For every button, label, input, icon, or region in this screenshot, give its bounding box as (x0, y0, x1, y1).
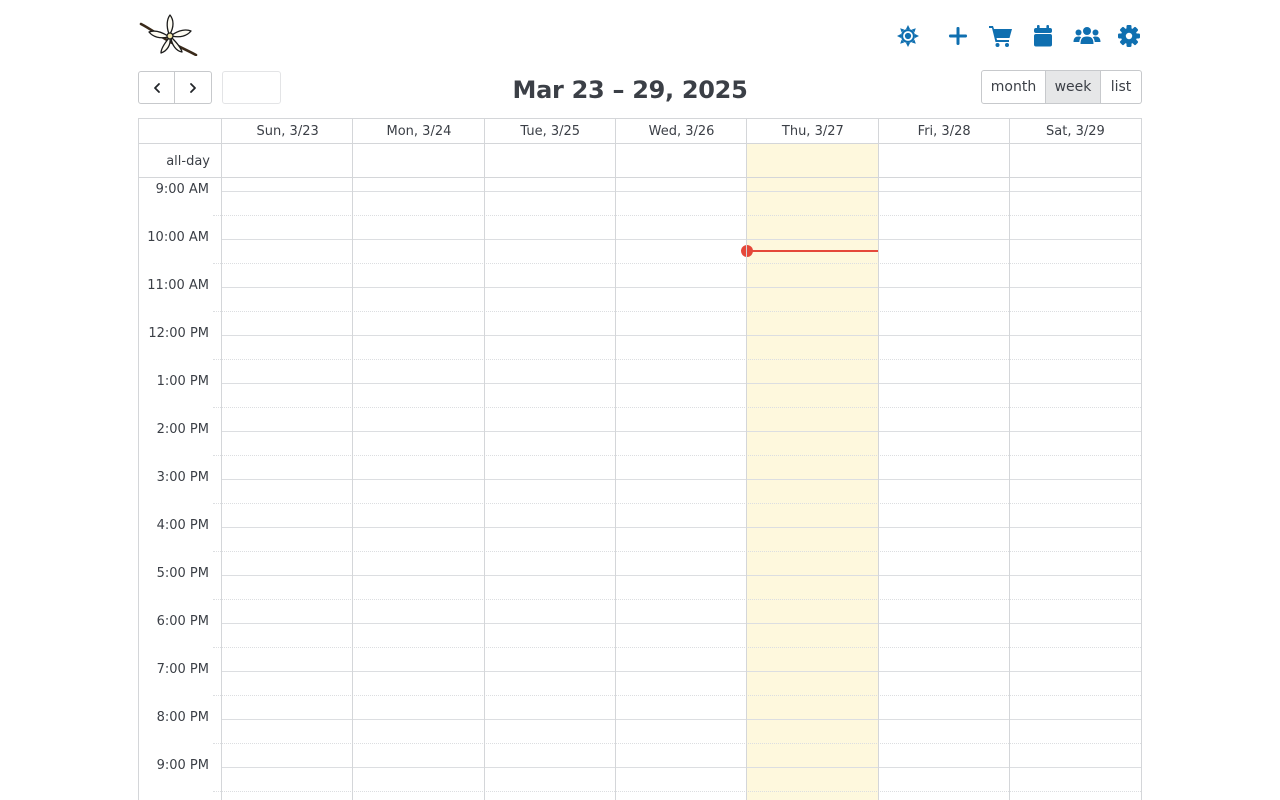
time-label: 1:00 PM (156, 374, 209, 389)
page-title: Mar 23 – 29, 2025 (512, 76, 748, 104)
week-calendar-grid: Sun, 3/23 Mon, 3/24 Tue, 3/25 Wed, 3/26 Thu,… (138, 118, 1142, 800)
time-label: 8:00 PM (156, 710, 209, 725)
half-hour-line (213, 263, 1141, 264)
time-label: 4:00 PM (156, 518, 209, 533)
hour-line (222, 431, 1141, 432)
hour-line (222, 191, 1141, 192)
column-divider (746, 119, 748, 800)
light-mode-button[interactable] (894, 22, 922, 50)
time-label: 5:00 PM (156, 566, 209, 581)
half-hour-line (213, 503, 1141, 504)
light-mode-icon (897, 25, 919, 47)
view-switcher: month week list (981, 70, 1142, 104)
hour-line (222, 239, 1141, 240)
cart-button[interactable] (987, 22, 1015, 50)
time-label: 10:00 AM (147, 230, 209, 245)
time-label: 9:00 AM (155, 182, 209, 197)
day-header: Wed, 3/26 (648, 124, 715, 139)
today-column[interactable] (747, 144, 879, 800)
add-button[interactable] (944, 22, 972, 50)
time-label: 2:00 PM (156, 422, 209, 437)
hour-line (222, 623, 1141, 624)
hour-line (222, 335, 1141, 336)
half-hour-line (213, 599, 1141, 600)
hour-line (222, 575, 1141, 576)
half-hour-line (213, 407, 1141, 408)
column-divider (614, 119, 616, 800)
hour-line (222, 287, 1141, 288)
day-header-row: Sun, 3/23 Mon, 3/24 Tue, 3/25 Wed, 3/26 Thu,… (139, 119, 1141, 144)
day-header: Fri, 3/28 (917, 124, 971, 139)
allday-row[interactable]: all-day (139, 144, 1141, 178)
column-divider (877, 119, 879, 800)
settings-icon (1118, 25, 1140, 47)
day-header: Tue, 3/25 (520, 124, 581, 139)
view-week-button[interactable]: week (1046, 70, 1101, 104)
column-divider (352, 119, 354, 800)
hour-line (222, 671, 1141, 672)
add-icon (949, 27, 967, 45)
view-list-button[interactable]: list (1101, 70, 1142, 104)
cart-icon (989, 26, 1012, 47)
users-button[interactable] (1072, 22, 1102, 50)
chevron-right-icon (190, 82, 196, 93)
column-divider (1008, 119, 1010, 800)
top-toolbar (0, 22, 1280, 50)
hour-line (222, 479, 1141, 480)
settings-button[interactable] (1115, 22, 1143, 50)
now-indicator-line (747, 250, 879, 252)
now-indicator-dot (741, 245, 754, 257)
half-hour-line (213, 743, 1141, 744)
time-label: 12:00 PM (148, 326, 209, 341)
half-hour-line (213, 359, 1141, 360)
logo[interactable] (139, 14, 199, 57)
hour-line (222, 719, 1141, 720)
calendar-icon (1034, 25, 1052, 47)
half-hour-line (213, 695, 1141, 696)
day-header: Sun, 3/23 (256, 124, 319, 139)
half-hour-line (213, 551, 1141, 552)
day-header: Mon, 3/24 (386, 124, 452, 139)
half-hour-line (213, 791, 1141, 792)
half-hour-line (213, 311, 1141, 312)
calendar-button[interactable] (1029, 22, 1057, 50)
day-header: Thu, 3/27 (781, 124, 844, 139)
flower-logo-icon (139, 14, 198, 57)
half-hour-line (213, 215, 1141, 216)
time-label: 7:00 PM (156, 662, 209, 677)
column-divider (483, 119, 485, 800)
day-header: Sat, 3/29 (1046, 124, 1105, 139)
next-week-button[interactable] (175, 71, 212, 104)
time-label: 11:00 AM (147, 278, 209, 293)
column-divider (221, 119, 222, 800)
hour-line (222, 527, 1141, 528)
time-label: 9:00 PM (156, 758, 209, 773)
date-nav-group (138, 71, 212, 104)
prev-week-button[interactable] (138, 71, 175, 104)
time-label: 3:00 PM (156, 470, 209, 485)
time-label: 6:00 PM (156, 614, 209, 629)
hour-line (222, 767, 1141, 768)
today-button[interactable] (222, 71, 281, 104)
half-hour-line (213, 455, 1141, 456)
allday-label: all-day (166, 153, 210, 169)
chevron-left-icon (153, 82, 160, 93)
hour-line (222, 383, 1141, 384)
half-hour-line (213, 647, 1141, 648)
view-month-button[interactable]: month (981, 70, 1046, 104)
users-icon (1073, 27, 1101, 44)
